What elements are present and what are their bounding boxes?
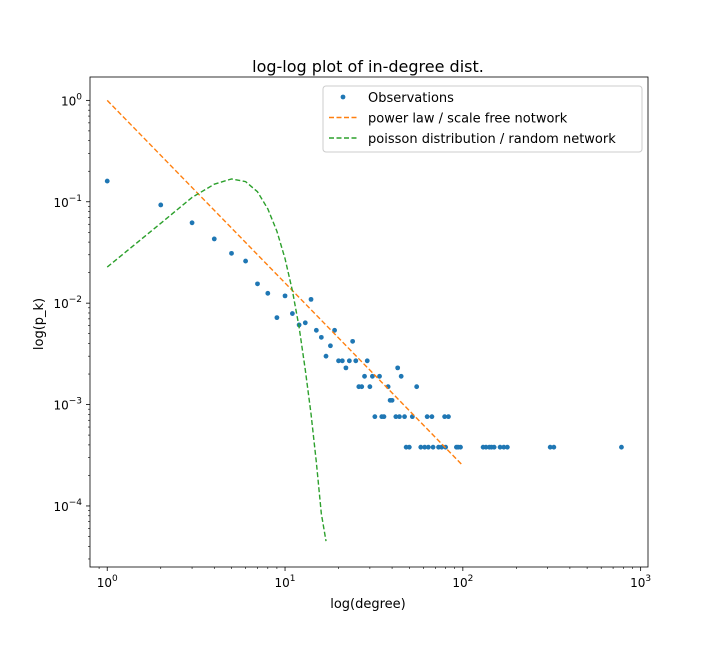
y-tick-label: 10−3 bbox=[53, 397, 82, 413]
observation-point bbox=[332, 327, 337, 333]
observation-point bbox=[353, 358, 359, 364]
observation-point bbox=[446, 414, 451, 420]
y-tick-label: 10−1 bbox=[53, 194, 82, 210]
observation-point bbox=[547, 444, 553, 450]
observation-point bbox=[350, 338, 356, 344]
observation-point bbox=[422, 444, 428, 450]
observation-point bbox=[158, 202, 164, 208]
x-tick-label: 103 bbox=[630, 574, 651, 590]
observation-point bbox=[425, 444, 431, 450]
legend-box bbox=[322, 85, 643, 153]
observation-point bbox=[313, 327, 319, 333]
series-1 bbox=[106, 99, 464, 467]
observation-point bbox=[328, 343, 333, 349]
observation-point bbox=[393, 414, 399, 420]
observation-point bbox=[483, 444, 489, 450]
observation-point bbox=[359, 384, 365, 390]
observation-point bbox=[336, 358, 341, 364]
observation-point bbox=[364, 358, 370, 364]
observation-point bbox=[318, 334, 324, 340]
observation-point bbox=[289, 311, 295, 316]
observation-point bbox=[402, 414, 407, 420]
chart-title: log-log plot of in-degree dist. bbox=[252, 57, 484, 76]
plot-area: 100 101 102 103 10−4 10−3 10−2 10−1 100 bbox=[53, 76, 651, 590]
poisson-line bbox=[106, 178, 327, 542]
observation-point bbox=[430, 444, 436, 450]
observation-point bbox=[370, 373, 375, 379]
observation-point bbox=[211, 236, 217, 242]
observation-point bbox=[619, 444, 624, 450]
observation-point bbox=[243, 258, 248, 264]
legend-label: Observations bbox=[368, 91, 454, 106]
observation-point bbox=[501, 444, 507, 450]
observation-point bbox=[497, 444, 503, 450]
legend-label: power law / scale free notwork bbox=[368, 112, 568, 127]
observation-point bbox=[491, 444, 497, 450]
power-law-line bbox=[106, 99, 464, 467]
observation-point bbox=[395, 365, 401, 371]
observation-point bbox=[274, 315, 280, 321]
observation-point bbox=[323, 353, 329, 359]
x-tick-label: 100 bbox=[97, 574, 118, 590]
legend: Observations power law / scale free notwo… bbox=[322, 85, 643, 153]
observation-point bbox=[189, 220, 195, 226]
observation-point bbox=[302, 320, 308, 326]
observation-point bbox=[389, 397, 395, 403]
legend-label: poisson distribution / random network bbox=[368, 132, 616, 147]
observation-point bbox=[343, 365, 349, 371]
observation-point bbox=[377, 373, 382, 379]
x-axis-ticks: 100 101 102 103 bbox=[97, 567, 651, 590]
observation-point bbox=[397, 414, 402, 420]
y-tick-label: 100 bbox=[61, 92, 82, 108]
y-tick-label: 10−4 bbox=[53, 498, 82, 514]
observation-point bbox=[104, 178, 110, 184]
x-axis-label: log(degree) bbox=[330, 597, 406, 612]
observation-point bbox=[346, 358, 352, 364]
x-tick-label: 101 bbox=[275, 574, 296, 590]
observation-point bbox=[282, 293, 288, 299]
observation-point bbox=[424, 414, 430, 420]
y-axis-label: log(p_k) bbox=[32, 298, 47, 350]
x-tick-label: 102 bbox=[452, 574, 473, 590]
observation-point bbox=[362, 373, 367, 379]
legend-marker bbox=[340, 94, 346, 100]
observation-point bbox=[339, 358, 345, 364]
observation-point bbox=[551, 444, 557, 450]
y-axis-ticks: 10−4 10−3 10−2 10−1 100 bbox=[53, 92, 90, 514]
observation-point bbox=[406, 444, 412, 450]
observation-point bbox=[372, 414, 378, 420]
observation-point bbox=[229, 250, 234, 256]
observation-point bbox=[442, 414, 448, 420]
observation-point bbox=[255, 281, 260, 287]
observation-point bbox=[418, 444, 424, 450]
observation-point bbox=[429, 414, 435, 420]
observation-point bbox=[458, 444, 463, 450]
observation-point bbox=[414, 384, 420, 390]
observation-point bbox=[265, 290, 271, 296]
observation-point bbox=[381, 414, 387, 420]
axes-frame bbox=[89, 76, 649, 568]
observation-point bbox=[398, 373, 404, 379]
series-2 bbox=[106, 178, 327, 542]
observation-point bbox=[308, 296, 314, 302]
observation-point bbox=[367, 384, 373, 390]
observation-point bbox=[504, 444, 510, 450]
series-0 bbox=[104, 178, 624, 450]
y-tick-label: 10−2 bbox=[53, 295, 82, 311]
